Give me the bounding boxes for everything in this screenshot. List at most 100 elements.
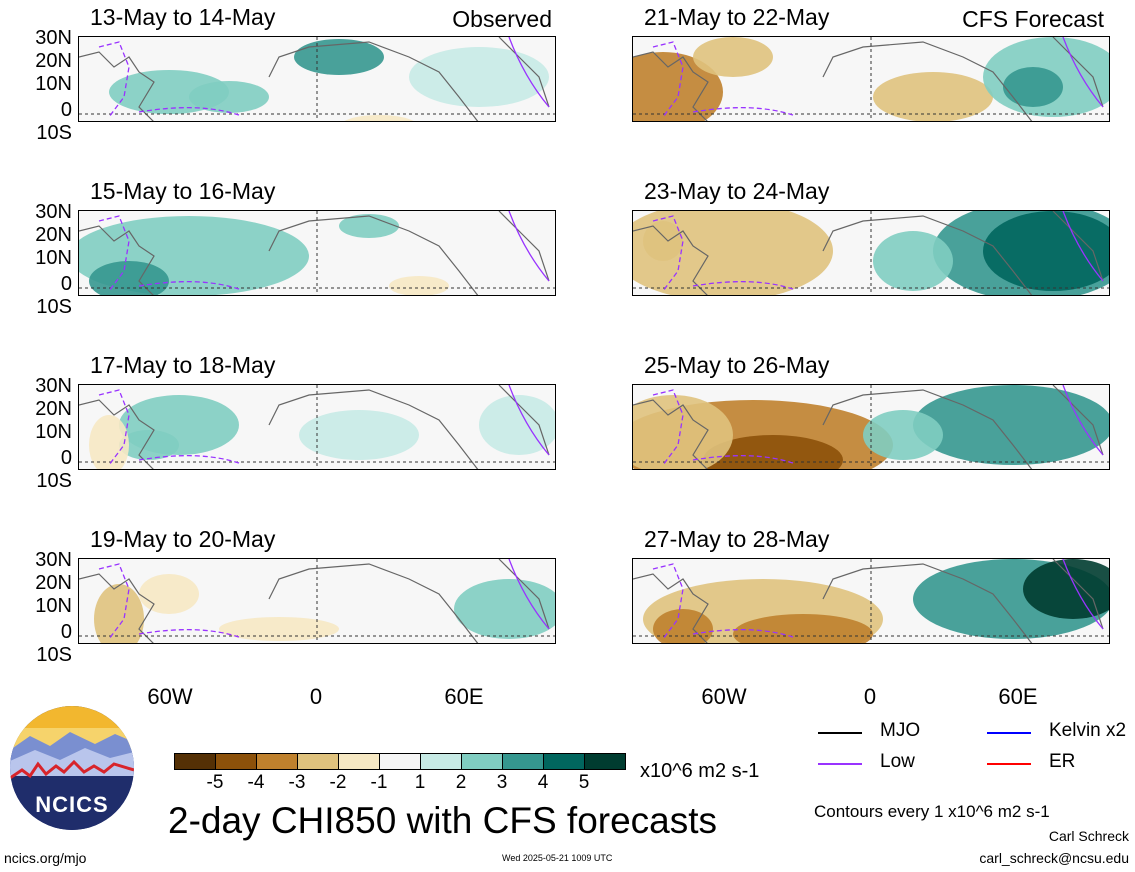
x-tick-label: 60E bbox=[444, 684, 484, 709]
colorbar-label: 2 bbox=[455, 772, 467, 793]
coastline bbox=[79, 211, 550, 295]
low-contour bbox=[652, 563, 794, 640]
anomaly-region bbox=[703, 435, 843, 469]
legend-label: MJO bbox=[880, 720, 921, 741]
low-contour bbox=[98, 41, 240, 118]
y-tick-label: 10S bbox=[36, 644, 72, 666]
colorbar-swatch bbox=[420, 753, 462, 770]
y-tick-label: 10S bbox=[36, 296, 72, 318]
low-contour bbox=[1062, 559, 1104, 630]
colorbar-swatch bbox=[543, 753, 585, 770]
footer-timestamp: Wed 2025-05-21 1009 UTC bbox=[502, 853, 613, 863]
coastline bbox=[633, 211, 1104, 295]
low-contour bbox=[98, 389, 240, 466]
colorbar-swatch bbox=[297, 753, 339, 770]
low-contour bbox=[508, 559, 550, 630]
panel-title: 23-May to 24-May bbox=[644, 178, 830, 204]
forecast-label: CFS Forecast bbox=[962, 6, 1104, 32]
panel-title: 15-May to 16-May bbox=[90, 178, 276, 204]
anomaly-region bbox=[89, 415, 129, 469]
colorbar-swatch bbox=[461, 753, 503, 770]
anomaly-region bbox=[693, 37, 773, 77]
panel-title: 21-May to 22-May bbox=[644, 4, 830, 30]
coastline bbox=[633, 385, 1104, 469]
colorbar-swatch bbox=[502, 753, 544, 770]
legend-label: ER bbox=[1049, 751, 1076, 772]
colorbar-label: -3 bbox=[288, 772, 306, 793]
y-tick-label: 20N bbox=[35, 571, 72, 594]
y-tick-label: 10S bbox=[36, 470, 72, 492]
anomaly-region bbox=[1023, 559, 1109, 619]
anomaly-region bbox=[89, 261, 169, 295]
low-contour bbox=[1062, 385, 1104, 456]
anomaly-region bbox=[983, 211, 1109, 291]
colorbar-label: -5 bbox=[206, 772, 224, 793]
y-tick-label: 0 bbox=[60, 99, 72, 122]
colorbar-label: -1 bbox=[370, 772, 388, 793]
colorbar-swatch bbox=[379, 753, 421, 770]
legend-swatch-low bbox=[818, 763, 862, 765]
panel-title: 27-May to 28-May bbox=[644, 526, 830, 552]
map-panel bbox=[78, 36, 556, 122]
low-contour bbox=[1062, 211, 1104, 282]
colorbar-label: -4 bbox=[247, 772, 265, 793]
map-panel bbox=[632, 558, 1110, 644]
map-panel bbox=[632, 384, 1110, 470]
y-tick-label: 10N bbox=[35, 246, 72, 269]
low-contour bbox=[508, 211, 550, 282]
legend-swatch-mjo bbox=[818, 732, 862, 734]
y-tick-label: 10N bbox=[35, 594, 72, 617]
coastline bbox=[633, 37, 1104, 121]
anomaly-region bbox=[119, 430, 179, 460]
panel-title: 25-May to 26-May bbox=[644, 352, 830, 378]
colorbar-swatch bbox=[256, 753, 298, 770]
map-field bbox=[79, 37, 555, 121]
legend-label: Low bbox=[880, 751, 915, 772]
map-panel bbox=[78, 558, 556, 644]
anomaly-region bbox=[294, 39, 384, 75]
low-contour bbox=[652, 215, 794, 292]
map-panel bbox=[78, 210, 556, 296]
coastline bbox=[633, 559, 1104, 643]
colorbar-label: 4 bbox=[537, 772, 549, 793]
y-tick-label: 30N bbox=[35, 549, 72, 571]
footer-author: Carl Schreck bbox=[1048, 828, 1129, 844]
map-field bbox=[633, 211, 1109, 295]
map-panel bbox=[78, 384, 556, 470]
low-contour bbox=[508, 385, 550, 456]
colorbar-label: 1 bbox=[414, 772, 426, 793]
y-tick-label: 10S bbox=[36, 122, 72, 144]
contour-note: Contours every 1 x10^6 m2 s-1 bbox=[814, 802, 1050, 821]
colorbar-swatch bbox=[584, 753, 626, 770]
anomaly-region bbox=[219, 617, 339, 641]
anomaly-region bbox=[873, 72, 993, 121]
main-title: 2-day CHI850 with CFS forecasts bbox=[168, 800, 718, 841]
legend-swatch-er bbox=[987, 763, 1031, 765]
anomaly-region bbox=[633, 52, 723, 121]
colorbar-swatch bbox=[338, 753, 380, 770]
y-tick-label: 0 bbox=[60, 447, 72, 470]
map-field bbox=[633, 385, 1109, 469]
colorbar-label: 3 bbox=[496, 772, 508, 793]
x-tick-label: 60W bbox=[701, 684, 747, 709]
y-tick-label: 0 bbox=[60, 273, 72, 296]
map-panel bbox=[632, 210, 1110, 296]
anomaly-region bbox=[633, 395, 733, 469]
anomaly-region bbox=[454, 579, 555, 639]
anomaly-region bbox=[409, 47, 549, 107]
footer-url: ncics.org/mjo bbox=[4, 850, 87, 866]
ncics-logo: NCICS bbox=[10, 706, 134, 830]
panel-title: 13-May to 14-May bbox=[90, 4, 276, 30]
anomaly-region bbox=[643, 221, 683, 261]
panel-title: 17-May to 18-May bbox=[90, 352, 276, 378]
anomaly-region bbox=[94, 584, 144, 643]
legend-swatch-kelvin-x2 bbox=[987, 732, 1031, 734]
legend-label: Kelvin x2 bbox=[1049, 720, 1127, 741]
low-contour bbox=[652, 41, 794, 118]
map-field bbox=[633, 37, 1109, 121]
low-contour bbox=[652, 389, 794, 466]
anomaly-region bbox=[479, 395, 555, 455]
anomaly-region bbox=[863, 410, 943, 460]
map-field bbox=[633, 559, 1109, 643]
low-contour bbox=[98, 215, 240, 292]
